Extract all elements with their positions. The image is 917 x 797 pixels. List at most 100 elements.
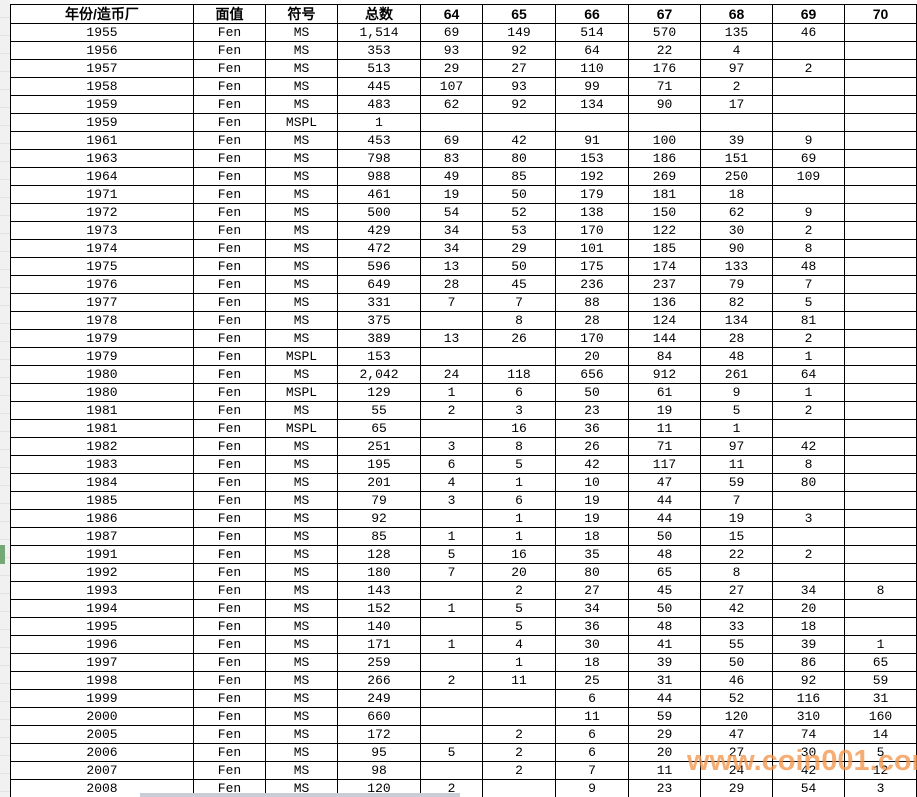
cell[interactable]: MS [265, 653, 338, 672]
cell[interactable]: 192 [555, 167, 629, 186]
cell[interactable]: 500 [337, 203, 421, 222]
cell[interactable]: 27 [700, 581, 773, 600]
cell[interactable]: 18 [772, 617, 845, 636]
cell[interactable]: 1972 [10, 203, 194, 222]
cell[interactable]: MS [265, 689, 338, 708]
cell[interactable]: 31 [628, 671, 701, 690]
cell[interactable]: 310 [772, 707, 845, 726]
cell[interactable]: 34 [555, 599, 629, 618]
cell[interactable]: 2 [420, 671, 483, 690]
cell[interactable]: 4 [482, 635, 556, 654]
cell[interactable]: 2 [772, 59, 845, 78]
cell[interactable]: 250 [700, 167, 773, 186]
cell[interactable]: Fen [193, 41, 266, 60]
cell[interactable]: 180 [337, 563, 421, 582]
cell[interactable]: 3 [482, 401, 556, 420]
cell[interactable] [844, 59, 917, 78]
cell[interactable]: 31 [844, 689, 917, 708]
cell[interactable]: 74 [772, 725, 845, 744]
cell[interactable]: 11 [628, 419, 701, 438]
cell[interactable]: 42 [555, 455, 629, 474]
cell[interactable]: 1961 [10, 131, 194, 150]
cell[interactable]: 1991 [10, 545, 194, 564]
cell[interactable]: Fen [193, 491, 266, 510]
cell[interactable]: 649 [337, 275, 421, 294]
cell[interactable]: 4 [420, 473, 483, 492]
cell[interactable]: 92 [337, 509, 421, 528]
cell[interactable]: 2 [420, 779, 483, 797]
cell[interactable]: MS [265, 203, 338, 222]
cell[interactable]: 8 [772, 455, 845, 474]
cell[interactable]: Fen [193, 275, 266, 294]
cell[interactable] [844, 563, 917, 582]
cell[interactable]: 236 [555, 275, 629, 294]
cell[interactable]: 29 [700, 779, 773, 797]
cell[interactable]: MS [265, 617, 338, 636]
cell[interactable]: 69 [772, 149, 845, 168]
cell[interactable]: 2 [772, 401, 845, 420]
cell[interactable]: Fen [193, 311, 266, 330]
cell[interactable]: 17 [700, 95, 773, 114]
cell[interactable]: MS [265, 239, 338, 258]
cell[interactable] [844, 95, 917, 114]
cell[interactable]: 79 [700, 275, 773, 294]
cell[interactable]: 3 [420, 491, 483, 510]
cell[interactable] [420, 761, 483, 780]
cell[interactable]: 237 [628, 275, 701, 294]
cell[interactable]: 64 [555, 41, 629, 60]
cell[interactable]: Fen [193, 257, 266, 276]
cell[interactable] [482, 707, 556, 726]
cell[interactable]: MSPL [265, 419, 338, 438]
cell[interactable]: 71 [628, 437, 701, 456]
cell[interactable]: 1987 [10, 527, 194, 546]
cell[interactable]: 2005 [10, 725, 194, 744]
cell[interactable] [844, 347, 917, 366]
cell[interactable]: 8 [700, 563, 773, 582]
cell[interactable] [844, 203, 917, 222]
cell[interactable]: MS [265, 77, 338, 96]
cell[interactable]: 107 [420, 77, 483, 96]
cell[interactable]: 9 [772, 203, 845, 222]
cell[interactable]: MS [265, 437, 338, 456]
cell[interactable]: 134 [555, 95, 629, 114]
cell[interactable]: 28 [700, 329, 773, 348]
cell[interactable]: MS [265, 59, 338, 78]
cell[interactable]: Fen [193, 113, 266, 132]
cell[interactable] [844, 419, 917, 438]
cell[interactable]: 2 [772, 221, 845, 240]
cell[interactable]: 429 [337, 221, 421, 240]
cell[interactable]: 18 [700, 185, 773, 204]
cell[interactable]: 389 [337, 329, 421, 348]
cell[interactable] [844, 437, 917, 456]
cell[interactable]: Fen [193, 95, 266, 114]
cell[interactable]: 8 [482, 311, 556, 330]
cell[interactable]: 11 [482, 671, 556, 690]
cell[interactable]: 34 [772, 581, 845, 600]
cell[interactable]: MS [265, 761, 338, 780]
cell[interactable]: 2007 [10, 761, 194, 780]
cell[interactable] [772, 41, 845, 60]
cell[interactable]: 2008 [10, 779, 194, 797]
cell[interactable]: 69 [420, 131, 483, 150]
cell[interactable]: 1973 [10, 221, 194, 240]
cell[interactable]: 1 [420, 635, 483, 654]
cell[interactable]: 6 [482, 383, 556, 402]
cell[interactable]: 195 [337, 455, 421, 474]
cell[interactable]: 269 [628, 167, 701, 186]
cell[interactable]: 1984 [10, 473, 194, 492]
cell[interactable]: 135 [700, 23, 773, 42]
cell[interactable]: MS [265, 185, 338, 204]
cell[interactable]: Fen [193, 401, 266, 420]
cell[interactable] [844, 221, 917, 240]
cell[interactable]: 20 [628, 743, 701, 762]
cell[interactable]: MS [265, 257, 338, 276]
cell[interactable]: MS [265, 743, 338, 762]
cell[interactable]: Fen [193, 761, 266, 780]
cell[interactable]: Fen [193, 653, 266, 672]
cell[interactable] [420, 617, 483, 636]
cell[interactable]: Fen [193, 203, 266, 222]
cell[interactable]: 2 [700, 77, 773, 96]
cell[interactable]: 2 [772, 545, 845, 564]
cell[interactable]: 34 [420, 239, 483, 258]
cell[interactable]: 2 [482, 725, 556, 744]
